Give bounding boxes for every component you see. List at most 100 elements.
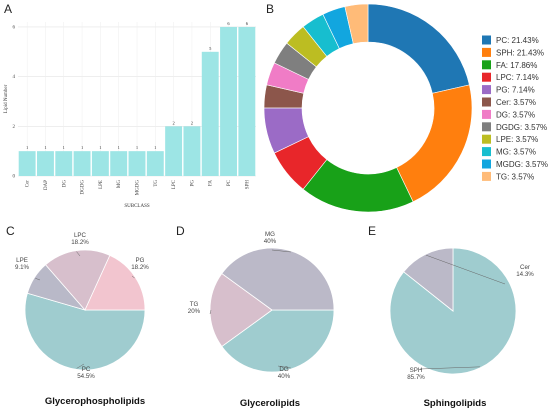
x-tick-label: DG xyxy=(62,180,67,188)
legend-entry: MGDG: 3.57% xyxy=(496,160,548,169)
bar-chart-a: 0 2 4 6 1 Cer 1 DAP 1 DG 1 DGDG 1 LPE 1 MG 1 MGDG 1 TG 2 LPC 2… xyxy=(4,21,256,209)
x-tick-label: LPE xyxy=(99,180,104,189)
leader-line xyxy=(425,254,506,285)
legend-entry: SPH: 21.43% xyxy=(496,48,544,57)
x-tick-label: PC xyxy=(227,179,232,186)
pie-slice-label: Cer xyxy=(520,264,530,271)
legend-swatch xyxy=(482,171,491,181)
pie-slice xyxy=(221,247,335,311)
x-tick-label: FA xyxy=(209,180,214,186)
bar-value-label: 1 xyxy=(63,145,65,150)
bar xyxy=(18,151,36,176)
bar xyxy=(128,151,146,176)
legend-entry: Cer: 3.57% xyxy=(496,98,536,107)
bar-value-label: 1 xyxy=(26,145,28,150)
bar xyxy=(37,151,54,176)
bar-value-label: 2 xyxy=(172,120,174,125)
bar xyxy=(146,151,164,176)
pie-slice-value: 20% xyxy=(188,308,201,315)
legend-entry: FA: 17.86% xyxy=(496,61,537,70)
panel-letter-c: C xyxy=(6,224,15,238)
legend-entry: DG: 3.57% xyxy=(496,110,535,119)
panel-letter-b: B xyxy=(266,2,275,16)
donut-slice xyxy=(344,3,369,45)
x-tick-label: LPC xyxy=(172,179,177,189)
x-tick-label: Cer xyxy=(26,180,31,188)
bar xyxy=(165,126,183,176)
bar-value-label: 1 xyxy=(136,145,138,150)
legend-swatch xyxy=(482,72,491,82)
x-tick-label: SPH xyxy=(245,180,250,190)
leader-line xyxy=(76,251,81,257)
y-tick-label: 2 xyxy=(13,125,16,130)
pie-slice-label: LPC xyxy=(74,232,87,239)
bar-value-label: 1 xyxy=(118,145,120,150)
x-tick-label: DGDG xyxy=(81,180,86,195)
panel-letter-e: E xyxy=(368,224,377,238)
legend-swatch xyxy=(482,147,491,157)
pie-slice-value: 9.1% xyxy=(15,264,30,271)
pie-slice-value: 18.2% xyxy=(131,264,149,271)
x-tick-label: MG xyxy=(117,180,122,188)
y-tick-label: 4 xyxy=(13,75,16,80)
legend-swatch xyxy=(482,60,491,70)
pie-slice xyxy=(221,309,335,373)
pie-slice-label: TG xyxy=(190,301,199,308)
pie-slice xyxy=(84,254,146,311)
bar xyxy=(201,51,219,176)
pie-slice-value: 54.5% xyxy=(77,373,95,380)
bar xyxy=(183,126,201,176)
pie-slice-label: PC xyxy=(82,366,91,373)
pie-slice-label: SPH xyxy=(410,367,423,374)
bar-value-label: 2 xyxy=(191,120,193,125)
legend-swatch xyxy=(482,122,491,132)
x-tick-label: DAP xyxy=(44,180,49,190)
pie-slice-value: 85.7% xyxy=(407,374,425,381)
legend-entry: PC: 21.43% xyxy=(496,36,539,45)
leader-line xyxy=(209,309,212,315)
caption-sphingolipids: Sphingolipids xyxy=(423,398,487,409)
donut-slice xyxy=(367,3,470,94)
bar xyxy=(110,151,128,176)
bar-value-label: 1 xyxy=(44,145,46,150)
bar-value-label: 6 xyxy=(227,21,230,26)
bar xyxy=(91,151,109,176)
pie-slice-label: LPE xyxy=(16,257,28,264)
donut-slice xyxy=(396,84,473,203)
legend-swatch xyxy=(482,47,491,57)
pie-slice xyxy=(24,292,146,371)
leader-line xyxy=(271,249,291,253)
bar-value-label: 6 xyxy=(246,21,249,26)
bar-value-label: 1 xyxy=(154,145,156,150)
legend-swatch xyxy=(482,35,491,45)
pie-slice-value: 18.2% xyxy=(71,239,89,246)
pie-slice-label: PG xyxy=(136,257,145,264)
y-tick-label: 0 xyxy=(13,175,16,180)
legend-swatch xyxy=(482,109,491,119)
panel-letter-a: A xyxy=(4,2,13,16)
panel-letter-d: D xyxy=(176,224,185,238)
legend-entry: DGDG: 3.57% xyxy=(496,123,547,132)
bar-value-label: 5 xyxy=(209,46,212,51)
pie-slice xyxy=(45,249,111,311)
x-tick-label: PG xyxy=(190,180,195,187)
y-tick-label: 6 xyxy=(13,25,16,30)
legend-swatch xyxy=(482,85,491,95)
caption-glycerophospholipids: Glycerophospholipids xyxy=(44,396,146,407)
pie-slice xyxy=(403,247,454,312)
donut-chart-b xyxy=(263,3,473,213)
bar xyxy=(73,151,91,176)
caption-glycerolipids: Glycerolipids xyxy=(239,398,301,409)
pie-slice-label: MG xyxy=(265,231,275,238)
pie-slice-value: 40% xyxy=(278,373,291,380)
legend-entry: MG: 3.57% xyxy=(496,148,536,157)
bar-value-label: 1 xyxy=(99,145,101,150)
legend-swatch xyxy=(482,134,491,144)
y-axis-label: Lipid Number xyxy=(4,84,9,113)
leader-line xyxy=(131,275,135,279)
pie-slice-label: DG xyxy=(279,366,288,373)
pie-slice-value: 14.3% xyxy=(516,271,534,278)
x-axis-label: SUBCLASS xyxy=(124,204,150,209)
